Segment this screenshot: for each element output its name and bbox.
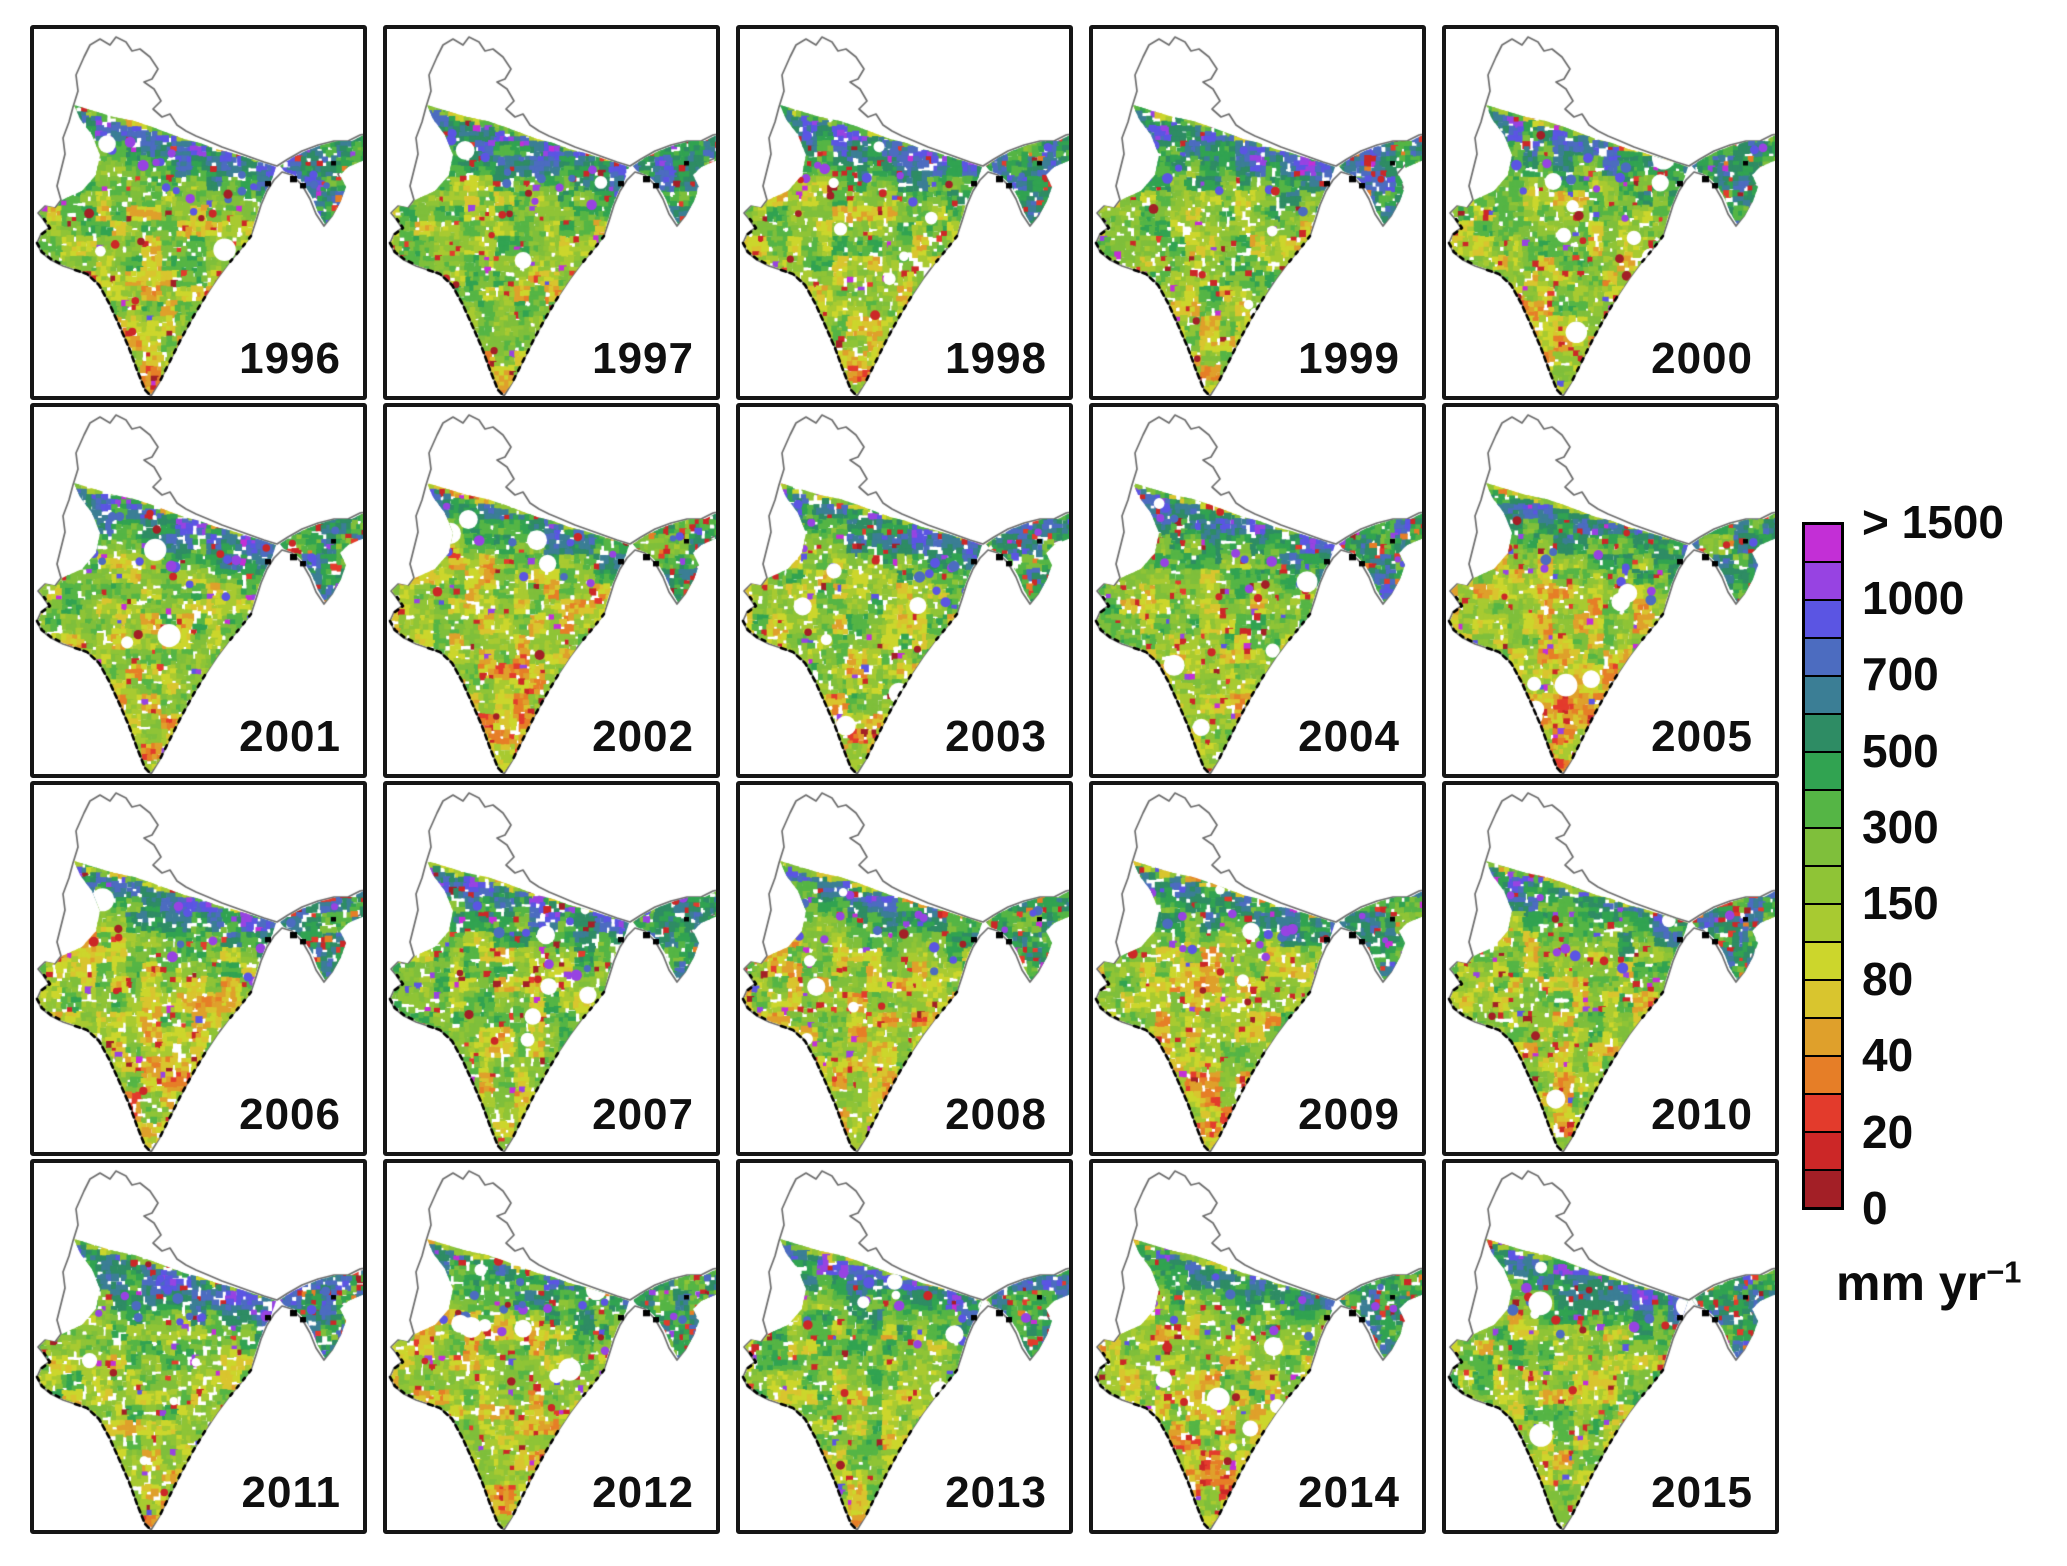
year-label: 2010: [1651, 1090, 1753, 1139]
legend-tick-label: 150: [1862, 877, 1939, 929]
legend-color-segment: [1805, 525, 1841, 561]
map-panel: 1999: [1089, 25, 1426, 400]
map-panel: 2008: [736, 781, 1073, 1156]
map-panel: 2002: [383, 403, 720, 778]
legend-color-segment: [1805, 1169, 1841, 1207]
india-rainfall-map-canvas: [1093, 29, 1422, 396]
map-panel: 2011: [30, 1159, 367, 1534]
legend-color-segment: [1805, 827, 1841, 865]
map-panel: 2007: [383, 781, 720, 1156]
map-panel: 2015: [1442, 1159, 1779, 1534]
legend-color-segment: [1805, 1093, 1841, 1131]
india-rainfall-map-canvas: [34, 29, 363, 396]
legend-tick-label: 300: [1862, 800, 1939, 853]
india-rainfall-map-canvas: [740, 29, 1069, 396]
india-rainfall-map-canvas: [387, 29, 716, 396]
year-label: 1998: [945, 334, 1047, 383]
legend-color-segment: [1805, 561, 1841, 599]
legend-color-segment: [1805, 599, 1841, 637]
india-rainfall-map-canvas: [1446, 1163, 1775, 1530]
india-rainfall-map-canvas: [1446, 785, 1775, 1152]
india-rainfall-map-canvas: [1093, 407, 1422, 774]
year-label: 2006: [239, 1090, 341, 1139]
legend-tick-label: 20: [1862, 1105, 1914, 1158]
year-label: 2003: [945, 712, 1047, 761]
year-label: 2013: [945, 1468, 1047, 1517]
india-rainfall-map-canvas: [1093, 1163, 1422, 1530]
year-label: 2000: [1651, 334, 1753, 383]
map-panel: 2003: [736, 403, 1073, 778]
legend-tick-label: 500: [1862, 724, 1939, 777]
india-rainfall-map-canvas: [387, 407, 716, 774]
india-rainfall-map-canvas: [34, 785, 363, 1152]
map-panel: 1997: [383, 25, 720, 400]
year-label: 1999: [1298, 334, 1400, 383]
legend-color-segment: [1805, 979, 1841, 1017]
year-label: 2015: [1651, 1468, 1753, 1517]
units-exponent: −1: [1986, 1254, 2022, 1290]
legend-color-segment: [1805, 675, 1841, 713]
map-panel: 2000: [1442, 25, 1779, 400]
year-label: 1997: [592, 334, 694, 383]
india-rainfall-map-canvas: [1446, 407, 1775, 774]
legend-units-label: mm yr−1: [1836, 1254, 2021, 1312]
map-panel: 2009: [1089, 781, 1426, 1156]
map-panel: 1998: [736, 25, 1073, 400]
year-label: 2001: [239, 712, 341, 761]
india-rainfall-map-canvas: [34, 407, 363, 774]
map-panel: 2010: [1442, 781, 1779, 1156]
legend-tick-labels: > 1500 1000 700 500 300 150 80 40 20 0: [1862, 496, 2067, 1234]
map-panel: 2013: [736, 1159, 1073, 1534]
legend-tick-label: 40: [1862, 1029, 1914, 1082]
legend-tick-label: 700: [1862, 648, 1939, 701]
year-label: 2009: [1298, 1090, 1400, 1139]
legend-color-segment: [1805, 903, 1841, 941]
legend-tick-label: 1000: [1862, 572, 1965, 625]
legend-color-segment: [1805, 1131, 1841, 1169]
legend-color-segment: [1805, 941, 1841, 979]
year-label: 2005: [1651, 712, 1753, 761]
map-panel: 2006: [30, 781, 367, 1156]
year-label: 2004: [1298, 712, 1400, 761]
india-rainfall-map-canvas: [387, 785, 716, 1152]
india-rainfall-map-canvas: [1093, 785, 1422, 1152]
map-panel: 1996: [30, 25, 367, 400]
india-rainfall-map-canvas: [34, 1163, 363, 1530]
india-rainfall-map-canvas: [740, 1163, 1069, 1530]
map-panel: 2004: [1089, 403, 1426, 778]
year-label: 1996: [239, 334, 341, 383]
legend-color-segment: [1805, 713, 1841, 751]
map-panel: 2005: [1442, 403, 1779, 778]
map-panel: 2014: [1089, 1159, 1426, 1534]
year-label: 2007: [592, 1090, 694, 1139]
legend-color-segment: [1805, 1017, 1841, 1055]
legend-color-segment: [1805, 865, 1841, 903]
legend-tick-label: 0: [1862, 1181, 1888, 1234]
year-label: 2012: [592, 1468, 694, 1517]
legend-tick-label: > 1500: [1862, 496, 2004, 548]
india-rainfall-map-canvas: [387, 1163, 716, 1530]
india-rainfall-map-canvas: [740, 785, 1069, 1152]
india-rainfall-map-canvas: [740, 407, 1069, 774]
india-rainfall-map-canvas: [1446, 29, 1775, 396]
legend-color-segment: [1805, 789, 1841, 827]
year-label: 2008: [945, 1090, 1047, 1139]
legend-color-segment: [1805, 637, 1841, 675]
year-label: 2011: [241, 1468, 341, 1517]
units-text: mm yr: [1836, 1255, 1987, 1311]
legend-tick-label: 80: [1862, 953, 1914, 1006]
legend-color-segment: [1805, 1055, 1841, 1093]
year-label: 2014: [1298, 1468, 1400, 1517]
year-label: 2002: [592, 712, 694, 761]
legend-color-segment: [1805, 751, 1841, 789]
legend-colorbar: [1802, 522, 1844, 1210]
map-panel: 2012: [383, 1159, 720, 1534]
map-panel: 2001: [30, 403, 367, 778]
